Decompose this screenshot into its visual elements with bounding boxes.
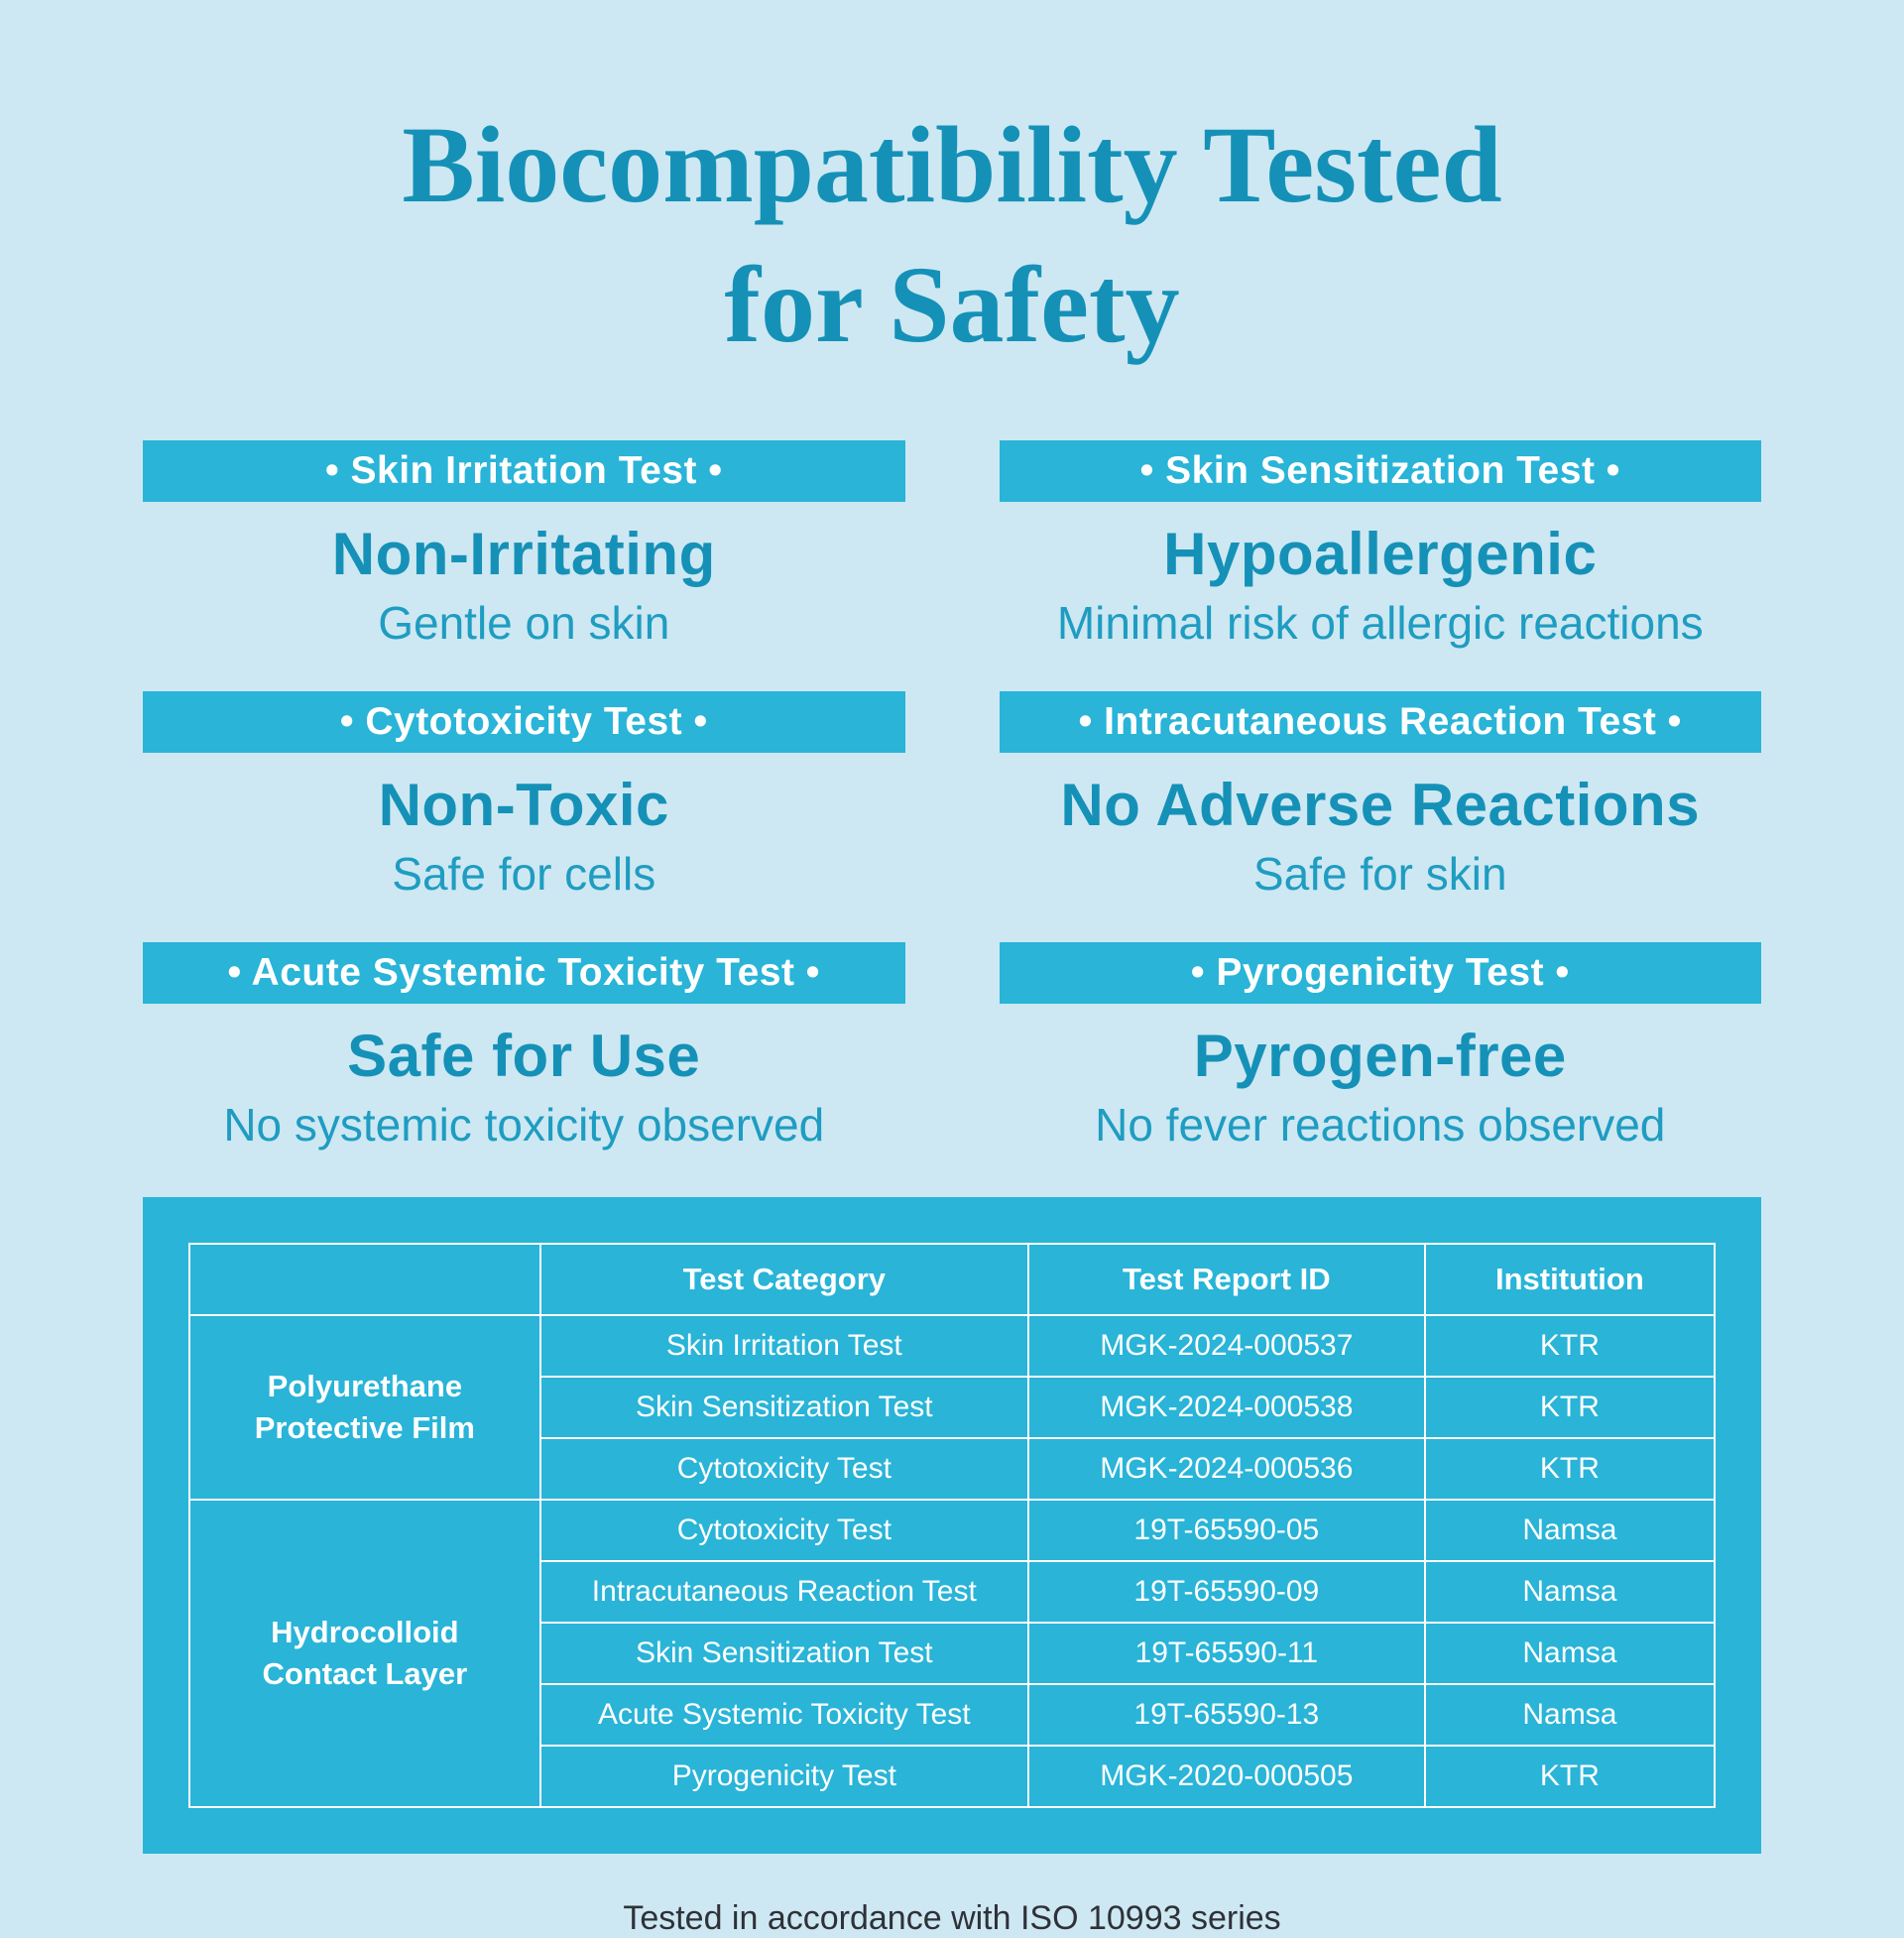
test-note: No fever reactions observed xyxy=(1095,1098,1666,1151)
test-note: Minimal risk of allergic reactions xyxy=(1056,596,1704,649)
cell-category: Acute Systemic Toxicity Test xyxy=(538,1682,1029,1747)
table-row: Pyrogenicity Test MGK-2020-000505 KTR xyxy=(189,1744,1717,1808)
table-row: Polyurethane Protective Film Skin Irrita… xyxy=(188,1313,1717,1501)
header-institution: Institution xyxy=(1423,1242,1717,1316)
cell-institution: Namsa xyxy=(1423,1621,1717,1685)
test-note: Gentle on skin xyxy=(378,596,670,649)
cell-institution: Namsa xyxy=(1423,1559,1717,1624)
test-result: No Adverse Reactions xyxy=(1060,771,1701,838)
cell-report-id: 19T-65590-05 xyxy=(1026,1498,1426,1562)
table-row: Cytotoxicity Test MGK-2024-000536 KTR xyxy=(189,1436,1717,1501)
page-title: Biocompatibility Tested for Safety xyxy=(0,95,1904,375)
cell-category: Skin Sensitization Test xyxy=(538,1621,1029,1685)
page-title-line2: for Safety xyxy=(724,243,1180,365)
table-header-row: Test Category Test Report ID Institution xyxy=(188,1242,1717,1316)
test-name-banner: • Skin Sensitization Test • xyxy=(999,439,1761,502)
cell-category: Intracutaneous Reaction Test xyxy=(538,1559,1029,1624)
cell-institution: KTR xyxy=(1423,1375,1717,1439)
cell-report-id: MGK-2020-000505 xyxy=(1026,1744,1426,1808)
page-title-line1: Biocompatibility Tested xyxy=(402,104,1502,225)
test-report-panel: Test Category Test Report ID Institution… xyxy=(143,1196,1761,1854)
test-name-banner: • Pyrogenicity Test • xyxy=(999,941,1761,1004)
cell-institution: Namsa xyxy=(1423,1682,1717,1747)
header-test-report-id: Test Report ID xyxy=(1026,1242,1426,1316)
test-name-banner: • Acute Systemic Toxicity Test • xyxy=(143,941,905,1004)
table-row: Skin Sensitization Test 19T-65590-11 Nam… xyxy=(189,1621,1717,1685)
table-row: Skin Sensitization Test MGK-2024-000538 … xyxy=(189,1375,1717,1439)
cell-report-id: 19T-65590-13 xyxy=(1026,1682,1426,1747)
test-note: Safe for skin xyxy=(1252,847,1507,900)
cell-report-id: 19T-65590-11 xyxy=(1026,1621,1426,1685)
cell-category: Pyrogenicity Test xyxy=(538,1744,1029,1808)
material-cell-polyurethane: Polyurethane Protective Film xyxy=(188,1313,541,1501)
test-result: Non-Toxic xyxy=(378,771,669,838)
test-name-banner: • Skin Irritation Test • xyxy=(143,439,905,502)
table-row: Hydrocolloid Contact Layer Cytotoxicity … xyxy=(188,1498,1717,1808)
cell-report-id: 19T-65590-09 xyxy=(1026,1559,1426,1624)
test-result-cards: • Skin Irritation Test • Non-Irritating … xyxy=(143,439,1761,1151)
test-note: Safe for cells xyxy=(392,847,656,900)
test-note: No systemic toxicity observed xyxy=(223,1098,825,1151)
test-result: Non-Irritating xyxy=(331,520,716,587)
cell-institution: Namsa xyxy=(1423,1498,1717,1562)
table-row: Intracutaneous Reaction Test 19T-65590-0… xyxy=(189,1559,1717,1624)
test-result: Safe for Use xyxy=(347,1022,701,1089)
test-card-skin-sensitization: • Skin Sensitization Test • Hypoallergen… xyxy=(999,439,1761,650)
test-card-skin-irritation: • Skin Irritation Test • Non-Irritating … xyxy=(143,439,905,650)
material-cell-hydrocolloid: Hydrocolloid Contact Layer xyxy=(188,1498,541,1808)
cell-category: Skin Irritation Test xyxy=(538,1313,1029,1378)
header-test-category: Test Category xyxy=(538,1242,1029,1316)
cell-report-id: MGK-2024-000537 xyxy=(1026,1313,1426,1378)
cell-category: Cytotoxicity Test xyxy=(538,1436,1029,1501)
test-card-intracutaneous: • Intracutaneous Reaction Test • No Adve… xyxy=(999,690,1761,901)
cell-category: Skin Sensitization Test xyxy=(538,1375,1029,1439)
cell-institution: KTR xyxy=(1423,1313,1717,1378)
test-card-pyrogenicity: • Pyrogenicity Test • Pyrogen-free No fe… xyxy=(999,941,1761,1151)
iso-compliance-note: Tested in accordance with ISO 10993 seri… xyxy=(623,1898,1281,1937)
test-card-cytotoxicity: • Cytotoxicity Test • Non-Toxic Safe for… xyxy=(143,690,905,901)
cell-institution: KTR xyxy=(1423,1744,1717,1808)
test-result: Pyrogen-free xyxy=(1193,1022,1567,1089)
cell-institution: KTR xyxy=(1423,1436,1717,1501)
test-name-banner: • Cytotoxicity Test • xyxy=(143,690,905,753)
test-result: Hypoallergenic xyxy=(1163,520,1598,587)
test-card-acute-systemic-toxicity: • Acute Systemic Toxicity Test • Safe fo… xyxy=(143,941,905,1151)
header-material xyxy=(188,1242,541,1316)
cell-report-id: MGK-2024-000536 xyxy=(1026,1436,1426,1501)
cell-category: Cytotoxicity Test xyxy=(538,1498,1029,1562)
cell-report-id: MGK-2024-000538 xyxy=(1026,1375,1426,1439)
table-row: Acute Systemic Toxicity Test 19T-65590-1… xyxy=(189,1682,1717,1747)
test-report-table: Test Category Test Report ID Institution… xyxy=(188,1242,1717,1808)
test-name-banner: • Intracutaneous Reaction Test • xyxy=(999,690,1761,753)
